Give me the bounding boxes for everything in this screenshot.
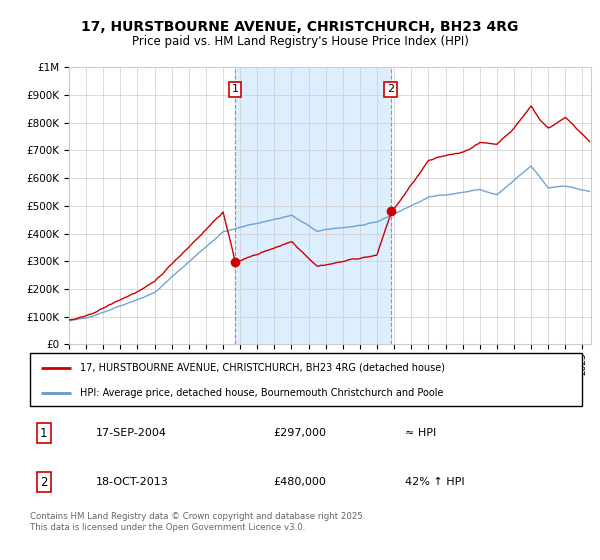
FancyBboxPatch shape [30,353,582,406]
Text: 2: 2 [387,85,394,95]
Text: 18-OCT-2013: 18-OCT-2013 [96,477,169,487]
Text: 1: 1 [232,85,239,95]
Text: 1: 1 [40,427,47,440]
Text: 42% ↑ HPI: 42% ↑ HPI [406,477,465,487]
Text: 17-SEP-2004: 17-SEP-2004 [96,428,167,438]
Text: 17, HURSTBOURNE AVENUE, CHRISTCHURCH, BH23 4RG: 17, HURSTBOURNE AVENUE, CHRISTCHURCH, BH… [82,20,518,34]
Text: ≈ HPI: ≈ HPI [406,428,437,438]
Text: £480,000: £480,000 [273,477,326,487]
Text: Contains HM Land Registry data © Crown copyright and database right 2025.
This d: Contains HM Land Registry data © Crown c… [30,512,365,532]
Text: HPI: Average price, detached house, Bournemouth Christchurch and Poole: HPI: Average price, detached house, Bour… [80,388,443,398]
Text: 17, HURSTBOURNE AVENUE, CHRISTCHURCH, BH23 4RG (detached house): 17, HURSTBOURNE AVENUE, CHRISTCHURCH, BH… [80,363,445,373]
Bar [235,67,391,344]
Text: £297,000: £297,000 [273,428,326,438]
Text: 2: 2 [40,476,47,489]
Text: Price paid vs. HM Land Registry's House Price Index (HPI): Price paid vs. HM Land Registry's House … [131,35,469,48]
